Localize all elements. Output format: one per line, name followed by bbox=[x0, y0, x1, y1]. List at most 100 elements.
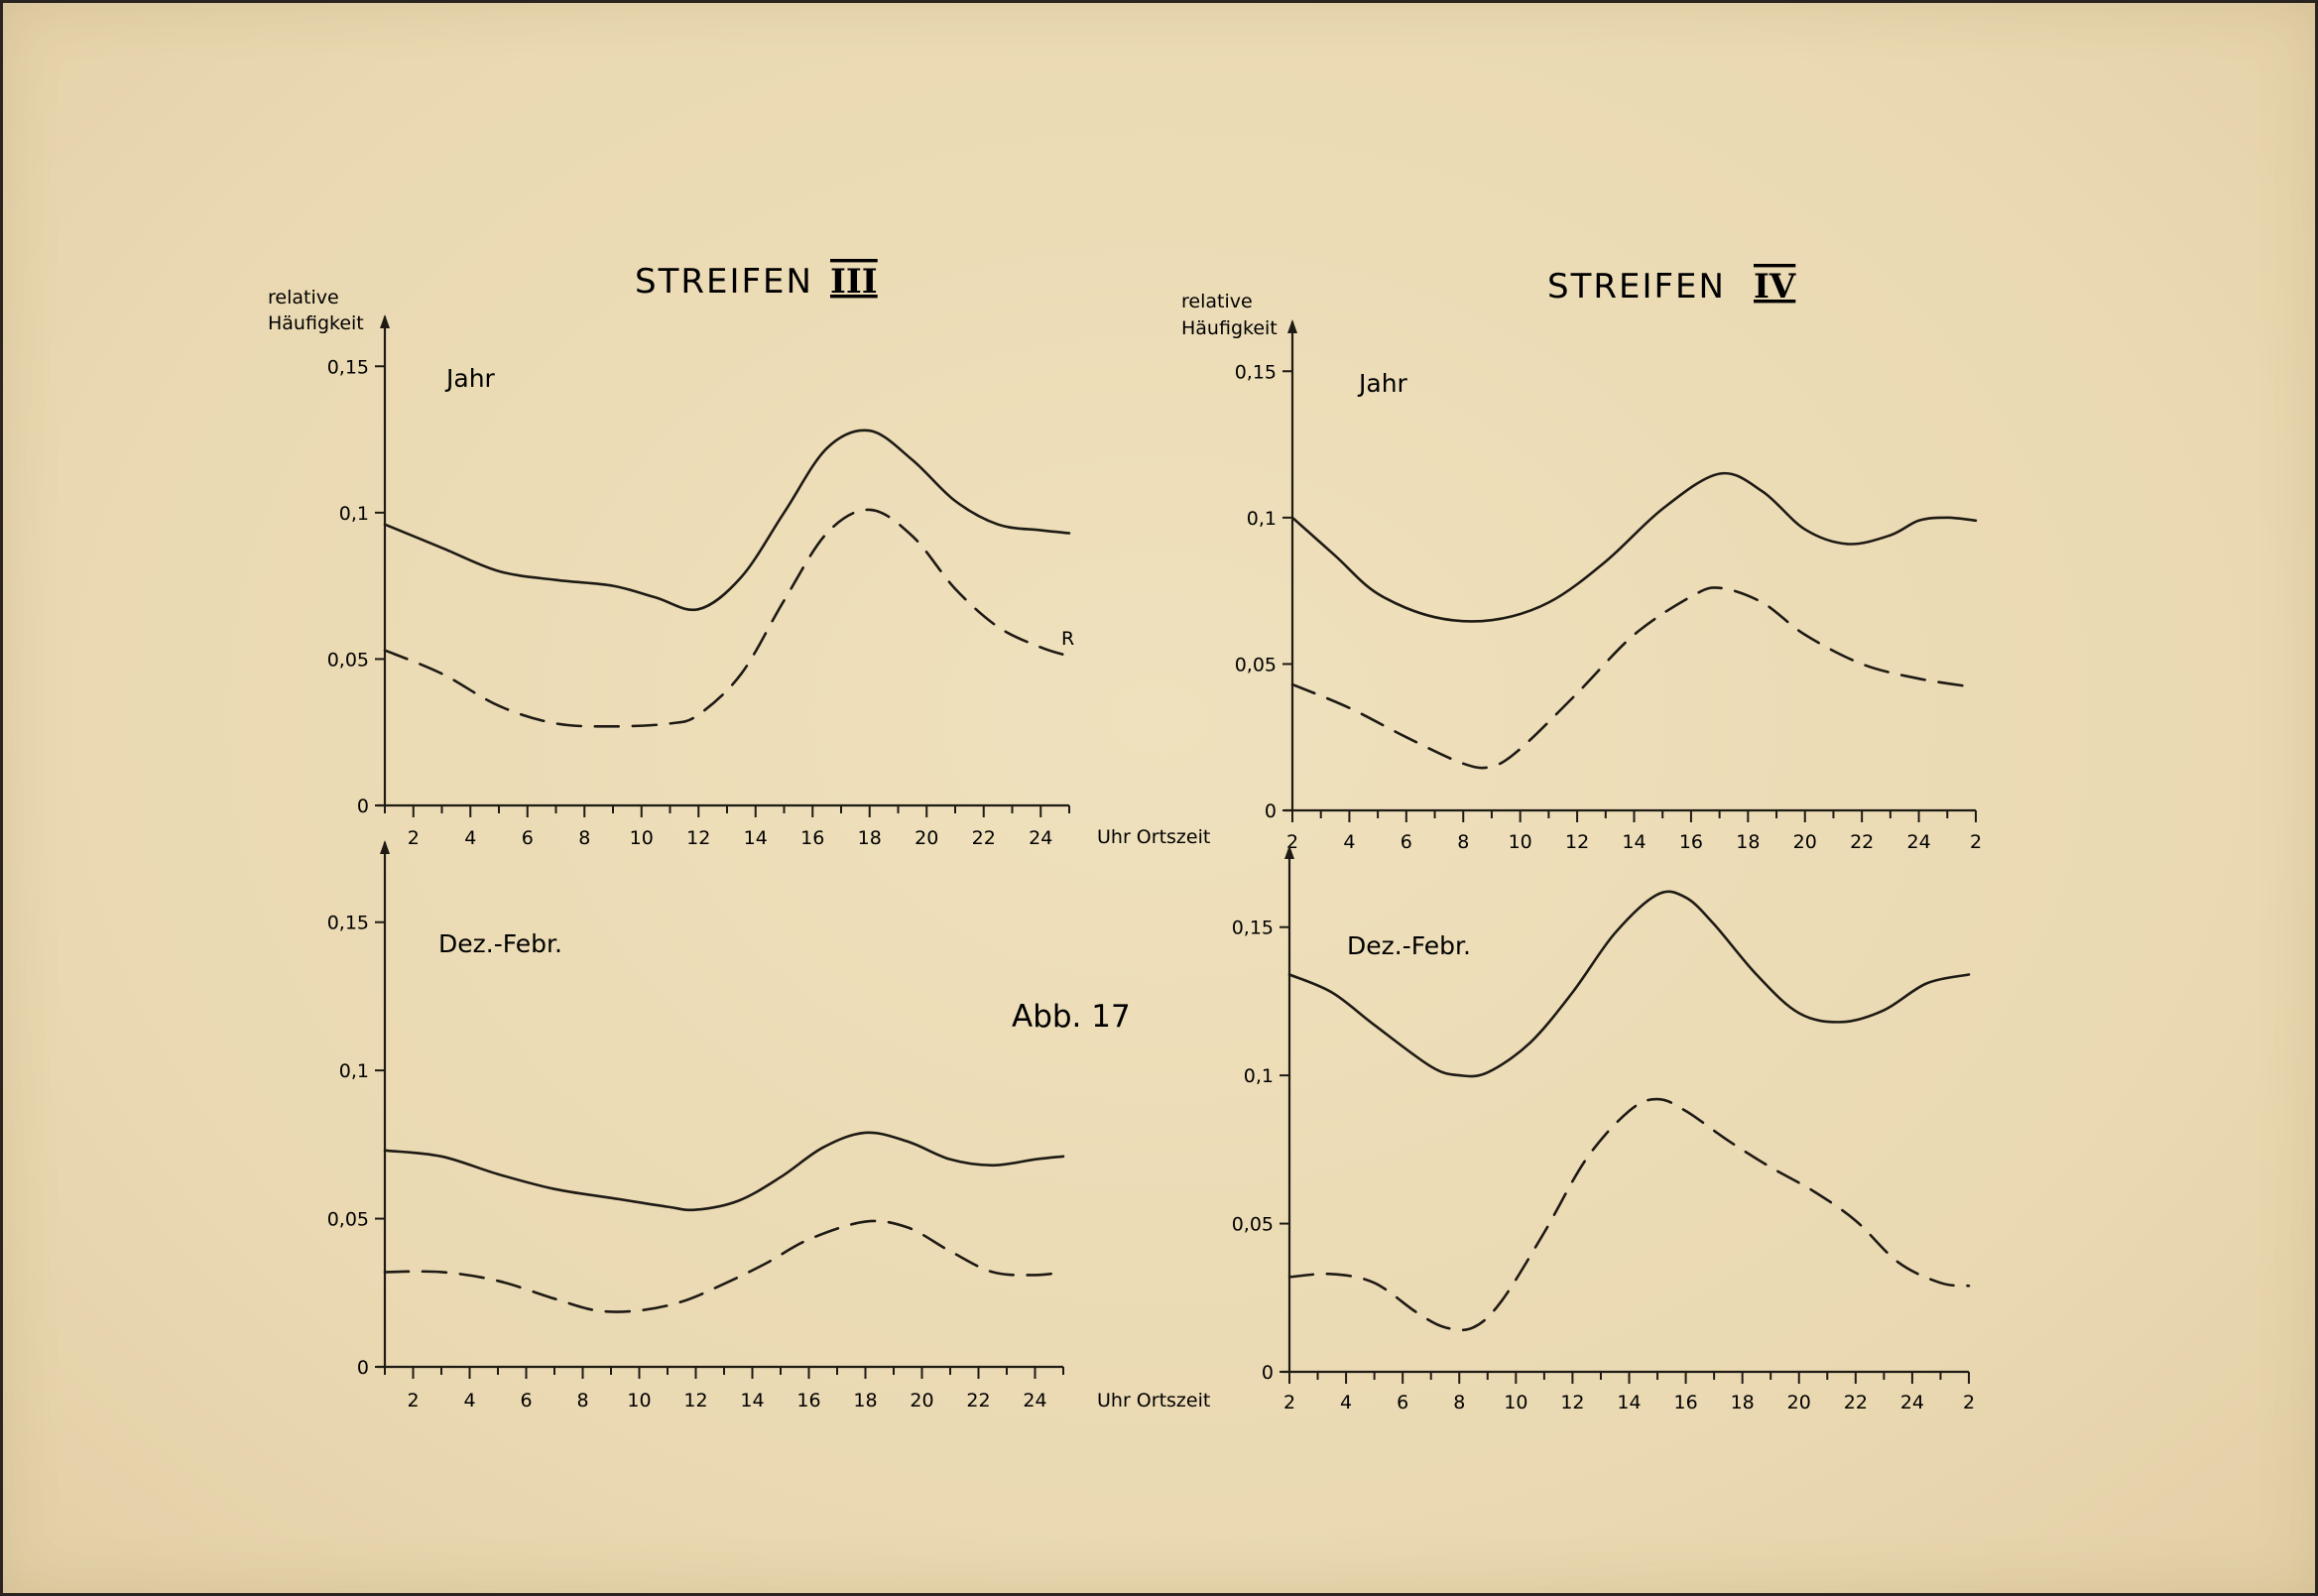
series-line-solid bbox=[1287, 890, 1971, 1078]
x-tick-label: 24 bbox=[1029, 827, 1052, 849]
title-streifen-iv: STREIFEN IV bbox=[1547, 267, 1796, 307]
x-tick-label: 8 bbox=[578, 827, 590, 849]
y-tick-label: 0,15 bbox=[327, 913, 369, 934]
title-streifen-iv-numeral: IV bbox=[1754, 267, 1796, 307]
y-axis-arrow-icon bbox=[380, 314, 390, 328]
series-line-solid bbox=[383, 1131, 1065, 1212]
x-tick-label: 12 bbox=[1560, 1392, 1584, 1413]
x-tick-label: 14 bbox=[1622, 831, 1646, 853]
panel-label: Jahr bbox=[1357, 369, 1408, 398]
x-tick-label: 8 bbox=[1453, 1392, 1465, 1413]
y-tick-label: 0,15 bbox=[327, 356, 369, 378]
x-tick-label: 6 bbox=[1397, 1392, 1408, 1413]
x-tick-label: 18 bbox=[853, 1390, 877, 1412]
panel-label: Jahr bbox=[444, 364, 496, 393]
x-tick-label: 22 bbox=[972, 827, 996, 849]
time-axis-label-lower: Uhr Ortszeit bbox=[1097, 1390, 1210, 1412]
y-tick-label: 0,15 bbox=[1232, 918, 1274, 939]
x-tick-label: 4 bbox=[1343, 831, 1355, 853]
ylabel-right-line2: Häufigkeit bbox=[1181, 317, 1278, 339]
ylabel-right-line1: relative bbox=[1181, 291, 1253, 312]
x-tick-label: 10 bbox=[1504, 1392, 1527, 1413]
x-tick-label: 6 bbox=[520, 1390, 532, 1412]
series-line-dashed bbox=[1290, 586, 1978, 770]
x-tick-label: 2 bbox=[407, 1390, 419, 1412]
y-tick-label: 0 bbox=[1262, 1362, 1274, 1384]
panel-streifen-iv-dez-febr: 00,050,10,152 4 6 8 10 12 14 16 18 20 22 24 2Dez.-Fe… bbox=[1232, 845, 1975, 1413]
x-tick-label: 14 bbox=[744, 827, 768, 849]
y-tick-label: 0,05 bbox=[1235, 654, 1277, 675]
x-tick-label: 10 bbox=[1509, 831, 1532, 853]
y-tick-label: 0 bbox=[357, 796, 369, 817]
x-tick-label: 10 bbox=[627, 1390, 651, 1412]
x-tick-label: 10 bbox=[630, 827, 654, 849]
ylabel-left-line2: Häufigkeit bbox=[268, 312, 364, 334]
title-streifen-iii-text: STREIFEN bbox=[635, 262, 813, 302]
figure-label: Abb. 17 bbox=[1012, 999, 1131, 1035]
time-axis-label-upper: Uhr Ortszeit bbox=[1097, 826, 1210, 848]
x-tick-label: 18 bbox=[1731, 1392, 1755, 1413]
y-axis-arrow-icon bbox=[380, 840, 390, 854]
x-tick-label: 4 bbox=[464, 827, 476, 849]
y-tick-label: 0,1 bbox=[1247, 508, 1277, 530]
x-tick-label: 14 bbox=[740, 1390, 764, 1412]
x-tick-label: 16 bbox=[1679, 831, 1703, 853]
x-tick-label: 12 bbox=[686, 827, 710, 849]
x-tick-label: 8 bbox=[1457, 831, 1469, 853]
x-tick-label: 22 bbox=[966, 1390, 990, 1412]
x-tick-label: 14 bbox=[1617, 1392, 1641, 1413]
panel-label: Dez.-Febr. bbox=[438, 929, 562, 958]
x-tick-label: 16 bbox=[1673, 1392, 1697, 1413]
x-tick-label: 24 bbox=[1906, 831, 1930, 853]
title-streifen-iii: STREIFEN III bbox=[635, 262, 878, 302]
series-line-dashed bbox=[1287, 1097, 1971, 1332]
x-tick-label: 2 bbox=[1283, 1392, 1295, 1413]
x-tick-label: 8 bbox=[576, 1390, 588, 1412]
y-tick-label: 0,15 bbox=[1235, 361, 1277, 383]
y-tick-label: 0,1 bbox=[1244, 1065, 1274, 1087]
x-tick-label: 16 bbox=[796, 1390, 820, 1412]
x-tick-label: 2 bbox=[1963, 1392, 1975, 1413]
x-tick-label: 18 bbox=[858, 827, 882, 849]
x-tick-label: 20 bbox=[910, 1390, 933, 1412]
x-tick-label: 20 bbox=[915, 827, 938, 849]
y-tick-label: 0,05 bbox=[327, 649, 369, 671]
y-tick-label: 0 bbox=[357, 1357, 369, 1379]
x-tick-label: 2 bbox=[408, 827, 420, 849]
series-line-solid bbox=[383, 429, 1071, 612]
title-streifen-iv-text: STREIFEN bbox=[1547, 267, 1726, 307]
series-line-dashed bbox=[383, 1219, 1065, 1313]
x-tick-label: 24 bbox=[1900, 1392, 1924, 1413]
y-axis-arrow-icon bbox=[1287, 319, 1297, 333]
x-tick-label: 12 bbox=[683, 1390, 707, 1412]
x-tick-label: 6 bbox=[522, 827, 534, 849]
x-tick-label: 16 bbox=[800, 827, 824, 849]
x-tick-label: 18 bbox=[1736, 831, 1760, 853]
panel-streifen-iii-dez-febr: 00,050,10,152 4 6 8 10 12 14 16 18 20 22 24Dez.-Feb… bbox=[327, 840, 1065, 1412]
series-line-dashed bbox=[383, 508, 1071, 728]
x-tick-label: 12 bbox=[1565, 831, 1589, 853]
x-tick-label: 4 bbox=[463, 1390, 475, 1412]
ylabel-left-line1: relative bbox=[268, 287, 339, 308]
x-tick-label: 22 bbox=[1850, 831, 1874, 853]
y-tick-label: 0,05 bbox=[327, 1209, 369, 1231]
x-tick-label: 2 bbox=[1970, 831, 1982, 853]
x-tick-label: 22 bbox=[1844, 1392, 1868, 1413]
title-streifen-iii-numeral: III bbox=[830, 262, 878, 302]
y-tick-label: 0,05 bbox=[1232, 1214, 1274, 1236]
x-tick-label: 24 bbox=[1023, 1390, 1046, 1412]
annotation-mark: R bbox=[1061, 628, 1074, 650]
x-tick-label: 4 bbox=[1340, 1392, 1352, 1413]
y-tick-label: 0,1 bbox=[339, 503, 369, 525]
x-tick-label: 6 bbox=[1401, 831, 1412, 853]
y-tick-label: 0 bbox=[1265, 800, 1277, 822]
x-tick-label: 20 bbox=[1787, 1392, 1811, 1413]
x-tick-label: 20 bbox=[1793, 831, 1817, 853]
y-tick-label: 0,1 bbox=[339, 1060, 369, 1082]
panel-label: Dez.-Febr. bbox=[1347, 931, 1471, 960]
y-axis-arrow-icon bbox=[1284, 845, 1294, 859]
